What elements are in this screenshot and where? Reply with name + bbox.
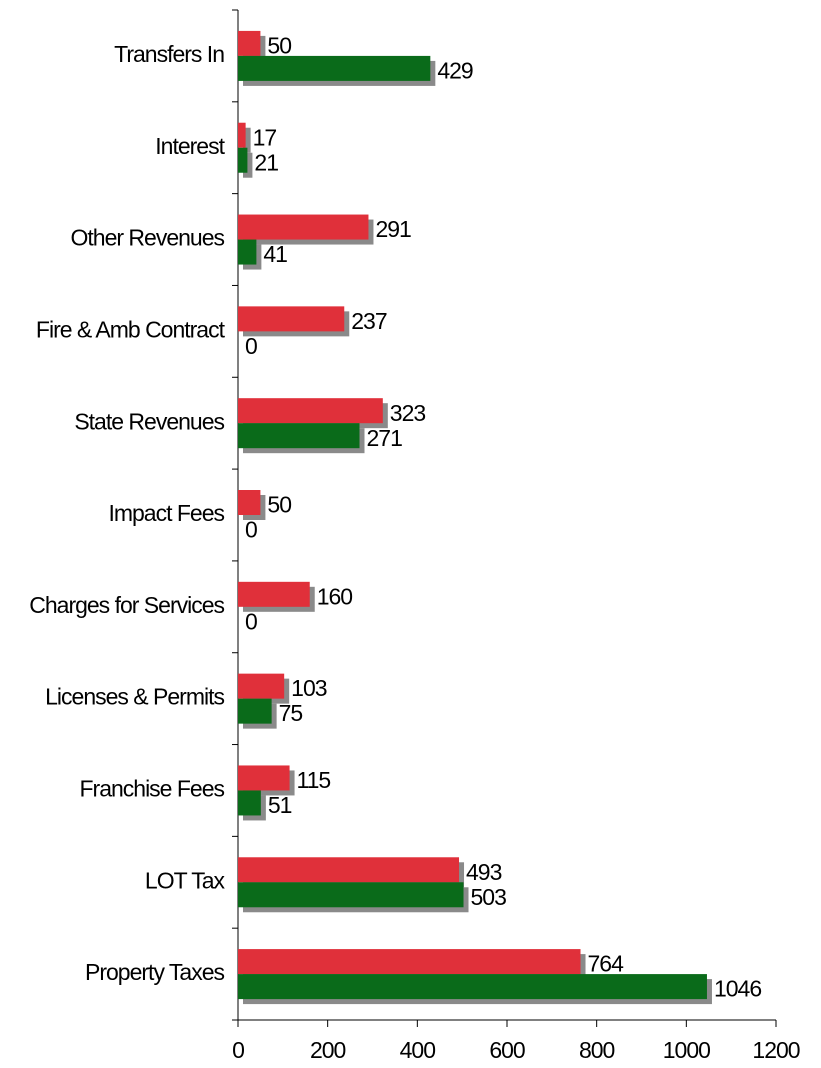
value-label: 0 [245,608,257,634]
value-label: 429 [437,57,473,83]
x-tick-label: 1200 [752,1037,799,1063]
y-tick-label: Impact Fees [108,500,224,526]
x-tick-label: 200 [310,1037,346,1063]
bar [238,882,464,908]
value-label: 41 [263,241,287,267]
value-label: 160 [317,583,353,609]
value-label: 50 [267,32,291,58]
bar [238,306,345,332]
value-label: 291 [375,216,411,242]
y-tick-label: Charges for Services [29,592,224,618]
bar-shadow [243,152,253,178]
value-label: 103 [291,675,327,701]
value-label: 17 [253,124,277,150]
value-label: 50 [267,492,291,518]
value-label: 75 [279,700,303,726]
y-tick-label: Licenses & Permits [45,684,224,710]
value-label: 0 [245,517,257,543]
value-label: 1046 [714,976,761,1002]
y-tick-label: Franchise Fees [79,776,224,802]
x-tick-label: 400 [400,1037,436,1063]
y-tick-label: State Revenues [74,408,224,434]
bar [238,698,272,724]
x-tick-label: 0 [232,1037,244,1063]
x-tick-label: 600 [489,1037,525,1063]
x-tick-label: 800 [579,1037,615,1063]
bar [238,673,285,699]
y-tick-label: LOT Tax [145,867,226,893]
y-tick-label: Property Taxes [85,959,224,985]
bar [238,790,261,816]
y-tick-label: Fire & Amb Contract [36,316,226,342]
value-label: 503 [471,884,507,910]
bar [238,214,369,240]
bar [238,55,431,81]
bar [238,949,581,975]
value-label: 764 [588,951,625,977]
bar-shadow [243,127,251,153]
bar [238,765,290,791]
bar [238,122,246,148]
value-label: 323 [390,400,426,426]
y-tick-label: Transfers In [114,41,224,67]
value-label: 0 [245,333,257,359]
bar [238,581,310,607]
bar [238,239,257,265]
bar [238,30,261,56]
bar [238,398,383,424]
value-label: 51 [268,792,292,818]
y-tick-label: Other Revenues [71,225,225,251]
y-tick-label: Interest [155,133,225,159]
bar [238,974,707,1000]
value-label: 237 [351,308,387,334]
bar [238,147,248,173]
x-tick-label: 1000 [663,1037,710,1063]
bar [238,490,261,515]
value-label: 493 [466,859,502,885]
bar [238,857,460,883]
value-label: 115 [297,767,331,793]
bar [238,423,360,449]
value-label: 21 [254,149,278,175]
value-label: 271 [366,425,402,451]
